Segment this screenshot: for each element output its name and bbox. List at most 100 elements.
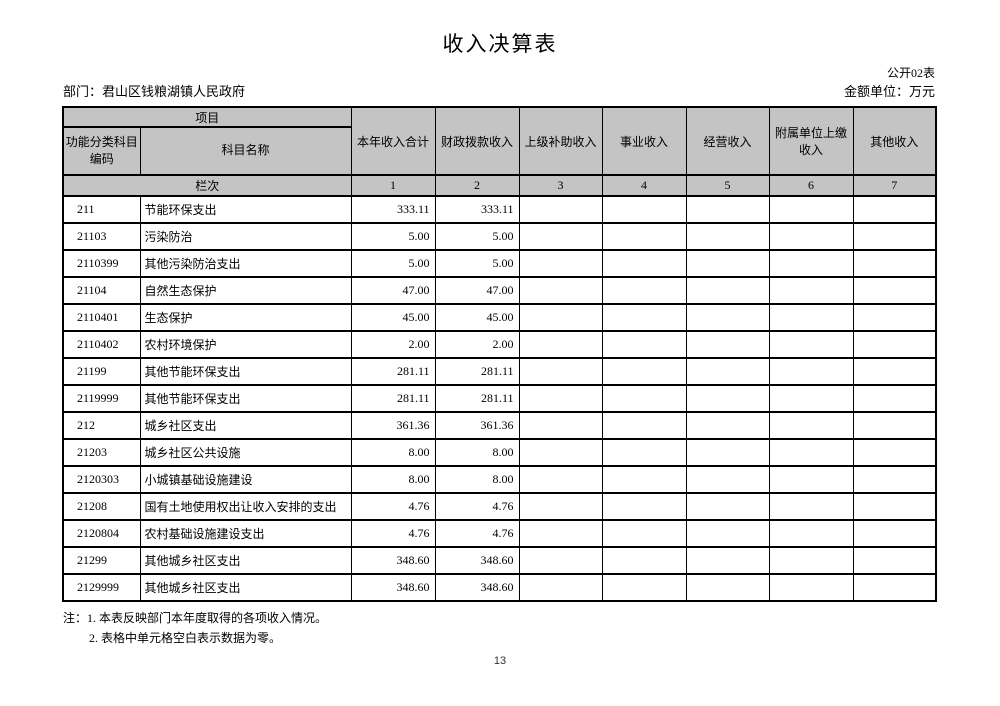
value-cell xyxy=(685,303,770,333)
value-cell xyxy=(518,411,603,441)
column-number: 1 xyxy=(350,174,436,198)
value-cell xyxy=(685,438,770,468)
value-cell: 2.00 xyxy=(350,330,436,360)
value-cell: 281.11 xyxy=(350,384,436,414)
table-body: 211 节能环保支出 333.11 333.11 21103 污染防治 5.00 5.00 21… xyxy=(62,195,937,603)
name-cell: 农村基础设施建设支出 xyxy=(139,519,352,549)
value-cell xyxy=(685,492,770,522)
code-cell: 2110399 xyxy=(62,249,141,279)
header-function-code: 功能分类科目编码 xyxy=(62,126,141,177)
value-cell: 47.00 xyxy=(434,276,520,306)
code-cell: 21103 xyxy=(62,222,141,252)
name-cell: 农村环境保护 xyxy=(139,330,352,360)
value-cell: 281.11 xyxy=(434,384,520,414)
value-cell: 2.00 xyxy=(434,330,520,360)
name-cell: 节能环保支出 xyxy=(139,195,352,225)
value-cell xyxy=(518,195,603,225)
value-cell xyxy=(685,411,770,441)
table-row: 2110399 其他污染防治支出 5.00 5.00 xyxy=(62,249,937,279)
value-cell xyxy=(601,303,687,333)
page-title: 收入决算表 xyxy=(442,32,558,56)
value-cell xyxy=(518,492,603,522)
value-cell xyxy=(601,195,687,225)
unit-label: 金额单位：万元 xyxy=(843,84,935,100)
footnotes: 注：1. 本表反映部门本年度取得的各项收入情况。 2. 表格中单元格空白表示数据… xyxy=(63,608,1000,648)
value-cell: 5.00 xyxy=(350,249,436,279)
value-cell xyxy=(768,546,854,576)
value-cell xyxy=(601,276,687,306)
value-cell: 45.00 xyxy=(434,303,520,333)
code-cell: 2119999 xyxy=(62,384,141,414)
value-cell xyxy=(768,384,854,414)
name-cell: 其他城乡社区支出 xyxy=(139,573,352,603)
value-cell xyxy=(518,276,603,306)
code-cell: 2129999 xyxy=(62,573,141,603)
code-cell: 2110402 xyxy=(62,330,141,360)
name-cell: 自然生态保护 xyxy=(139,276,352,306)
header-superior-subsidy: 上级补助收入 xyxy=(518,106,603,177)
value-cell xyxy=(601,519,687,549)
value-cell xyxy=(852,357,937,387)
value-cell: 4.76 xyxy=(434,519,520,549)
name-cell: 国有土地使用权出让收入安排的支出 xyxy=(139,492,352,522)
value-cell xyxy=(852,519,937,549)
name-cell: 污染防治 xyxy=(139,222,352,252)
meta-row: 部门：君山区钱粮湖镇人民政府 金额单位：万元 xyxy=(0,85,1000,98)
value-cell xyxy=(852,195,937,225)
value-cell xyxy=(768,573,854,603)
footnote-line: 注：1. 本表反映部门本年度取得的各项收入情况。 xyxy=(63,611,328,626)
value-cell xyxy=(518,546,603,576)
code-cell: 212 xyxy=(62,411,141,441)
code-cell: 2110401 xyxy=(62,303,141,333)
value-cell: 348.60 xyxy=(350,546,436,576)
value-cell xyxy=(685,573,770,603)
header-fiscal-appropriation: 财政拨款收入 xyxy=(434,106,520,177)
value-cell xyxy=(685,465,770,495)
header-total-income: 本年收入合计 xyxy=(350,106,436,177)
value-cell xyxy=(768,438,854,468)
value-cell xyxy=(768,222,854,252)
value-cell xyxy=(601,492,687,522)
value-cell xyxy=(768,492,854,522)
header-column-index-label: 栏次 xyxy=(62,174,352,198)
value-cell xyxy=(768,330,854,360)
value-cell xyxy=(768,411,854,441)
column-number: 4 xyxy=(601,174,687,198)
value-cell xyxy=(518,465,603,495)
table-row: 21299 其他城乡社区支出 348.60 348.60 xyxy=(62,546,937,576)
code-cell: 21208 xyxy=(62,492,141,522)
value-cell: 348.60 xyxy=(434,573,520,603)
value-cell xyxy=(685,249,770,279)
value-cell xyxy=(518,519,603,549)
column-number: 6 xyxy=(768,174,854,198)
table-row: 2120804 农村基础设施建设支出 4.76 4.76 xyxy=(62,519,937,549)
name-cell: 其他污染防治支出 xyxy=(139,249,352,279)
value-cell: 333.11 xyxy=(350,195,436,225)
value-cell xyxy=(685,384,770,414)
value-cell xyxy=(601,384,687,414)
name-cell: 城乡社区支出 xyxy=(139,411,352,441)
name-cell: 生态保护 xyxy=(139,303,352,333)
value-cell xyxy=(601,546,687,576)
value-cell xyxy=(601,357,687,387)
code-cell: 21104 xyxy=(62,276,141,306)
name-cell: 其他节能环保支出 xyxy=(139,384,352,414)
value-cell xyxy=(685,330,770,360)
value-cell xyxy=(768,276,854,306)
table-row: 2110402 农村环境保护 2.00 2.00 xyxy=(62,330,937,360)
value-cell xyxy=(852,222,937,252)
header-other-income: 其他收入 xyxy=(852,106,937,177)
table-header: 项目 本年收入合计 财政拨款收入 上级补助收入 事业收入 经营收入 附属单位上缴… xyxy=(62,106,937,198)
value-cell: 281.11 xyxy=(434,357,520,387)
value-cell xyxy=(601,249,687,279)
table-row: 21208 国有土地使用权出让收入安排的支出 4.76 4.76 xyxy=(62,492,937,522)
value-cell xyxy=(768,519,854,549)
value-cell xyxy=(768,303,854,333)
value-cell xyxy=(768,357,854,387)
code-cell: 2120804 xyxy=(62,519,141,549)
value-cell xyxy=(601,465,687,495)
value-cell: 5.00 xyxy=(434,222,520,252)
name-cell: 城乡社区公共设施 xyxy=(139,438,352,468)
column-number: 3 xyxy=(518,174,603,198)
name-cell: 其他城乡社区支出 xyxy=(139,546,352,576)
